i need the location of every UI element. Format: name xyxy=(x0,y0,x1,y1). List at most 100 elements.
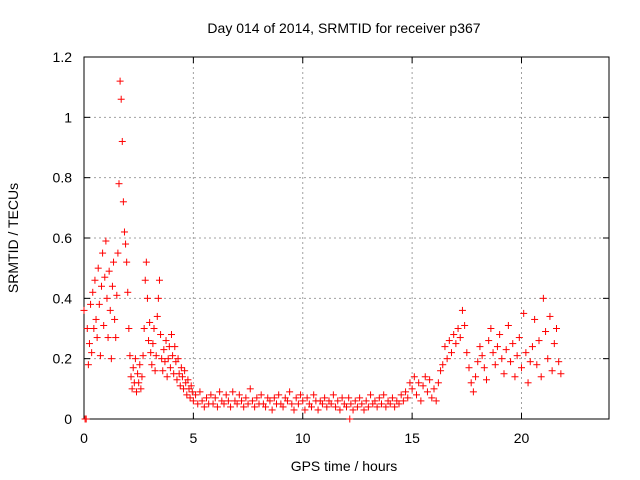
data-point xyxy=(89,288,97,296)
data-point xyxy=(511,373,519,381)
data-point xyxy=(209,400,217,408)
data-point xyxy=(397,391,405,399)
data-point xyxy=(349,406,357,414)
data-point xyxy=(105,267,113,275)
data-point xyxy=(546,312,554,320)
data-point xyxy=(434,379,442,387)
data-point xyxy=(154,294,162,302)
data-point xyxy=(367,391,375,399)
data-point xyxy=(128,385,136,393)
data-point xyxy=(93,334,101,342)
data-point xyxy=(485,337,493,345)
data-point xyxy=(169,352,177,360)
data-point xyxy=(151,367,159,375)
data-point xyxy=(507,358,515,366)
data-point xyxy=(175,370,183,378)
data-point xyxy=(229,388,237,396)
data-point xyxy=(94,264,102,272)
data-point xyxy=(119,198,127,206)
data-point xyxy=(125,325,133,332)
data-point xyxy=(235,391,243,399)
data-point xyxy=(122,240,130,248)
data-point xyxy=(123,258,131,266)
data-point xyxy=(375,394,383,402)
data-point xyxy=(248,397,256,405)
data-point xyxy=(351,397,359,405)
data-point xyxy=(200,403,208,411)
data-point xyxy=(157,331,165,339)
data-point xyxy=(153,312,161,320)
y-tick-label: 0.8 xyxy=(53,170,73,186)
data-point xyxy=(137,385,145,393)
data-point xyxy=(509,340,517,348)
data-point xyxy=(426,376,434,384)
data-point xyxy=(224,397,232,405)
data-point xyxy=(338,394,346,402)
data-point xyxy=(439,361,447,369)
data-point xyxy=(186,394,194,402)
data-point xyxy=(445,337,453,345)
y-tick-label: 0.2 xyxy=(53,351,73,367)
data-point xyxy=(142,258,150,266)
data-point xyxy=(187,382,195,390)
data-point xyxy=(140,325,148,332)
data-point xyxy=(301,406,309,414)
data-point xyxy=(493,343,501,351)
data-point xyxy=(310,391,318,399)
data-point xyxy=(356,394,364,402)
data-point xyxy=(399,397,407,405)
data-point xyxy=(257,391,265,399)
data-point xyxy=(83,325,91,332)
data-point xyxy=(207,391,215,399)
data-point xyxy=(524,379,532,387)
data-point xyxy=(347,400,355,408)
data-point xyxy=(437,367,445,375)
data-point xyxy=(150,325,158,332)
data-point xyxy=(417,397,425,405)
data-point xyxy=(99,249,107,257)
data-point xyxy=(118,137,126,145)
chart-title: Day 014 of 2014, SRMTID for receiver p36… xyxy=(207,20,480,36)
data-point xyxy=(290,406,298,414)
data-point xyxy=(329,391,337,399)
data-point xyxy=(171,343,179,351)
data-point xyxy=(557,370,565,378)
data-point xyxy=(476,343,484,351)
y-tick-label: 0.4 xyxy=(53,290,73,306)
data-point xyxy=(120,228,128,236)
data-point xyxy=(104,334,112,342)
data-point xyxy=(275,391,283,399)
data-point xyxy=(233,400,241,408)
data-point xyxy=(194,400,202,408)
data-point xyxy=(84,361,92,369)
data-point xyxy=(103,294,111,302)
data-point xyxy=(160,346,168,354)
data-point xyxy=(158,355,166,363)
data-point xyxy=(345,394,353,402)
y-tick-label: 0.6 xyxy=(53,230,73,246)
data-point xyxy=(198,397,206,405)
data-point xyxy=(314,406,322,414)
data-point xyxy=(303,394,311,402)
data-point xyxy=(548,367,556,375)
data-point xyxy=(480,364,488,372)
data-point xyxy=(386,400,394,408)
data-point xyxy=(124,288,132,296)
data-point xyxy=(162,337,170,345)
data-point xyxy=(415,379,423,387)
data-point xyxy=(102,237,110,245)
data-point xyxy=(553,325,560,332)
data-point xyxy=(251,403,259,411)
data-point xyxy=(432,397,440,405)
data-point xyxy=(346,415,354,423)
data-point xyxy=(555,358,563,366)
data-point xyxy=(515,334,523,342)
data-point xyxy=(421,373,429,381)
data-point xyxy=(203,394,210,402)
data-point xyxy=(458,306,466,314)
data-point xyxy=(395,400,403,408)
data-point xyxy=(166,364,174,372)
data-point xyxy=(474,358,482,366)
y-axis-label: SRMTID / TECUs xyxy=(5,183,21,293)
data-point xyxy=(448,349,455,357)
